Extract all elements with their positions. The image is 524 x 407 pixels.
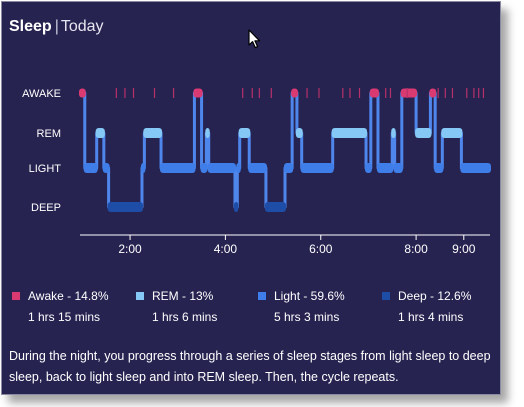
stage-segment-rem [415,128,432,138]
stage-segment-awake [291,88,298,98]
y-label-light: LIGHT [29,163,62,175]
awake-marker [251,88,253,98]
legend-swatch-rem [136,292,144,300]
legend-label-rem: REM - 13% [152,289,214,303]
stage-segment-rem [238,128,251,138]
legend-duration-deep: 1 hrs 4 mins [398,310,464,324]
page-title: Sleep | Today [9,18,104,36]
awake-marker [385,88,387,98]
stage-segment-deep [233,202,239,212]
awake-marker [482,88,485,98]
stage-segment-light [236,163,241,173]
description-text: During the night, you progress through a… [9,349,491,384]
awake-marker [242,88,244,98]
title-text: Sleep [9,18,52,35]
awake-marker [444,88,446,98]
stage-segment-light [300,163,334,173]
legend-duration-rem: 1 hrs 6 mins [152,310,218,324]
legend-swatch-awake [12,292,20,300]
stage-segment-light [248,163,267,173]
awake-marker [124,88,126,98]
x-tick-label: 8:00 [404,242,428,256]
sleep-stages-chart: AWAKE REM LIGHT DEEP 2:00 4:00 6:00 8:00 9:00 [22,88,491,256]
awake-marker [437,88,439,98]
legend-swatch-deep [382,292,390,300]
awake-marker [153,88,156,98]
title-separator: | [54,18,59,35]
stage-segment-light [83,163,98,173]
stage-segment-deep [107,202,143,212]
mouse-pointer-icon [248,29,261,49]
stage-segment-light [376,163,394,173]
awake-marker [306,88,308,98]
stage-segment-light [160,163,196,173]
stage-segment-light [140,163,146,173]
awake-marker [349,88,351,98]
title-subtitle: Today [60,18,104,35]
legend-label-deep: Deep - 12.6% [398,289,472,303]
stage-segment-rem [143,128,163,138]
stage-segment-rem [331,128,368,138]
legend-swatch-light [258,292,266,300]
stage-segment-light [365,163,372,173]
legend-label-awake: Awake - 14.8% [28,289,109,303]
awake-marker [172,88,175,98]
stage-segment-light [393,163,403,173]
stage-segment-rem [205,128,210,138]
awake-marker [270,88,272,98]
awake-marker [258,88,260,98]
awake-marker [389,88,392,98]
stage-segment-light [102,163,110,173]
stage-segment-light [207,163,236,173]
y-label-awake: AWAKE [22,88,61,100]
stage-segment-awake [400,88,418,98]
x-tick-label: 2:00 [118,242,142,256]
stage-segment-awake [429,88,437,98]
awake-marker [451,88,454,98]
stage-segment-light [284,163,294,173]
stage-segment-rem [391,128,396,138]
awake-marker [473,88,475,98]
stage-segment-awake [79,88,86,98]
x-tick-label: 6:00 [309,242,333,256]
stage-segment-light [434,163,444,173]
awake-marker [115,88,117,98]
awake-marker [132,88,135,98]
awake-marker [358,88,361,98]
stage-segment-rem [295,128,303,138]
stage-connector-line [80,91,490,209]
legend-duration-light: 5 hrs 3 mins [274,310,340,324]
stage-segment-awake [193,88,203,98]
legend-duration-awake: 1 hrs 15 mins [28,310,101,324]
y-label-deep: DEEP [31,202,61,214]
awake-marker [406,88,408,98]
stage-segment-rem [441,128,463,138]
stage-segment-deep [264,202,286,212]
awake-marker [466,88,468,98]
awake-marker [318,88,320,98]
chart-legend: Awake - 14.8% 1 hrs 15 mins REM - 13% 1 … [2,289,500,329]
x-tick-label: 4:00 [214,242,238,256]
x-tick-label: 9:00 [452,242,476,256]
stage-segment-light [460,163,491,173]
stage-segment-awake [369,88,379,98]
awake-marker [478,88,480,98]
stage-segment-light [200,163,208,173]
y-label-rem: REM [37,128,61,140]
stage-segment-rem [95,128,105,138]
awake-marker [342,88,344,98]
legend-label-light: Light - 59.6% [274,289,345,303]
sleep-panel: Sleep | Today AWAKE REM LIGHT DEEP 2:00 4:00 6:0… [1,1,501,395]
